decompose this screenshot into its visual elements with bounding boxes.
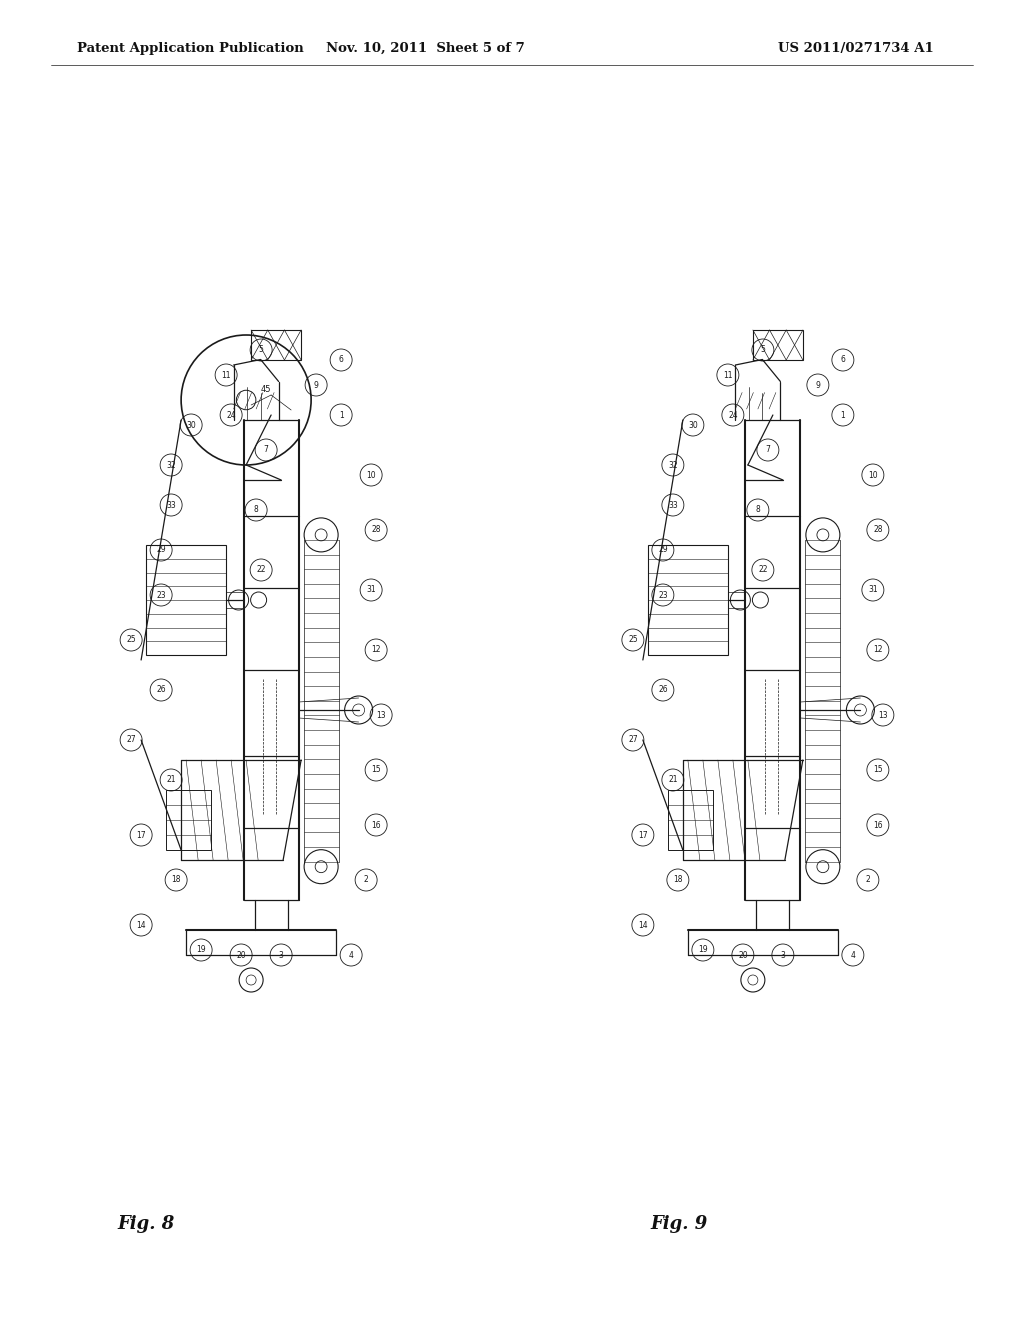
Text: US 2011/0271734 A1: US 2011/0271734 A1 xyxy=(778,42,934,54)
Text: 27: 27 xyxy=(126,735,136,744)
Text: 20: 20 xyxy=(738,950,748,960)
Text: 16: 16 xyxy=(873,821,883,829)
Text: 2: 2 xyxy=(865,875,870,884)
Text: 15: 15 xyxy=(873,766,883,775)
Text: 6: 6 xyxy=(841,355,846,364)
Text: 5: 5 xyxy=(259,346,263,355)
Text: 4: 4 xyxy=(851,950,855,960)
Text: 24: 24 xyxy=(728,411,737,420)
Text: 29: 29 xyxy=(658,545,668,554)
Text: 18: 18 xyxy=(673,875,683,884)
Text: 21: 21 xyxy=(668,776,678,784)
Text: 17: 17 xyxy=(638,830,648,840)
Text: 23: 23 xyxy=(157,590,166,599)
Text: 21: 21 xyxy=(166,776,176,784)
Text: 4: 4 xyxy=(349,950,353,960)
Text: 28: 28 xyxy=(372,525,381,535)
Text: 19: 19 xyxy=(698,945,708,954)
Text: 1: 1 xyxy=(841,411,845,420)
Text: Patent Application Publication: Patent Application Publication xyxy=(77,42,303,54)
Text: 26: 26 xyxy=(658,685,668,694)
Text: 13: 13 xyxy=(878,710,888,719)
Text: 45: 45 xyxy=(261,385,271,395)
Text: 31: 31 xyxy=(367,586,376,594)
Text: 12: 12 xyxy=(372,645,381,655)
Text: 9: 9 xyxy=(815,380,820,389)
Text: 24: 24 xyxy=(226,411,236,420)
Text: 19: 19 xyxy=(197,945,206,954)
Text: Fig. 8: Fig. 8 xyxy=(118,1214,175,1233)
Text: 6: 6 xyxy=(339,355,344,364)
Text: 8: 8 xyxy=(254,506,258,515)
Text: 30: 30 xyxy=(688,421,697,429)
Text: 31: 31 xyxy=(868,586,878,594)
Text: 33: 33 xyxy=(166,500,176,510)
Text: Nov. 10, 2011  Sheet 5 of 7: Nov. 10, 2011 Sheet 5 of 7 xyxy=(326,42,524,54)
Text: 17: 17 xyxy=(136,830,146,840)
Text: 8: 8 xyxy=(756,506,760,515)
Text: 14: 14 xyxy=(638,920,648,929)
Text: 32: 32 xyxy=(166,461,176,470)
Text: 25: 25 xyxy=(628,635,638,644)
Text: 12: 12 xyxy=(873,645,883,655)
Text: 32: 32 xyxy=(668,461,678,470)
Text: 7: 7 xyxy=(264,446,268,454)
Text: 23: 23 xyxy=(658,590,668,599)
Text: 10: 10 xyxy=(367,470,376,479)
Text: 25: 25 xyxy=(126,635,136,644)
Text: 1: 1 xyxy=(339,411,343,420)
Text: 9: 9 xyxy=(313,380,318,389)
Text: 33: 33 xyxy=(668,500,678,510)
Text: 13: 13 xyxy=(376,710,386,719)
Text: 16: 16 xyxy=(372,821,381,829)
Text: 22: 22 xyxy=(256,565,266,574)
Text: 5: 5 xyxy=(761,346,765,355)
Text: 3: 3 xyxy=(780,950,785,960)
Text: 11: 11 xyxy=(221,371,230,380)
Text: 14: 14 xyxy=(136,920,146,929)
Text: 11: 11 xyxy=(723,371,732,380)
Text: 3: 3 xyxy=(279,950,284,960)
Text: 26: 26 xyxy=(157,685,166,694)
Text: 20: 20 xyxy=(237,950,246,960)
Text: 29: 29 xyxy=(157,545,166,554)
Text: 7: 7 xyxy=(766,446,770,454)
Text: 18: 18 xyxy=(171,875,181,884)
Text: 10: 10 xyxy=(868,470,878,479)
Text: 15: 15 xyxy=(372,766,381,775)
Text: 22: 22 xyxy=(758,565,768,574)
Text: 27: 27 xyxy=(628,735,638,744)
Text: 2: 2 xyxy=(364,875,369,884)
Text: 30: 30 xyxy=(186,421,196,429)
Text: 28: 28 xyxy=(873,525,883,535)
Text: Fig. 9: Fig. 9 xyxy=(650,1214,708,1233)
